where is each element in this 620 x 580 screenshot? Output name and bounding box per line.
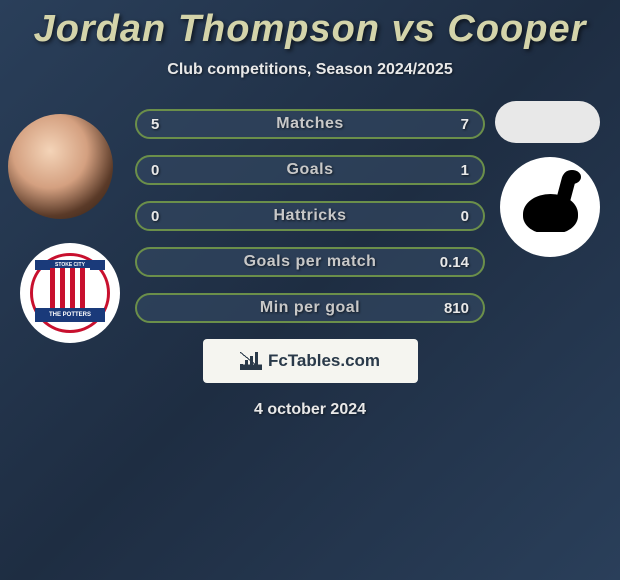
stat-label: Goals [287,161,334,179]
comparison-date: 4 october 2024 [0,401,620,419]
watermark-badge: FcTables.com [203,339,418,383]
comparison-title: Jordan Thompson vs Cooper [0,0,620,51]
stat-left-value: 0 [151,162,159,179]
comparison-subtitle: Club competitions, Season 2024/2025 [0,61,620,79]
stat-right-value: 0 [461,208,469,225]
swan-wave-icon [515,232,585,240]
stat-row-goals-per-match: Goals per match 0.14 [135,247,485,277]
stoke-badge: STOKE CITY THE POTTERS [30,253,110,333]
stat-label: Matches [276,115,344,133]
stat-left-value: 0 [151,208,159,225]
chart-icon [240,352,262,370]
stat-row-min-per-goal: Min per goal 810 [135,293,485,323]
stat-left-value: 5 [151,116,159,133]
stat-right-value: 7 [461,116,469,133]
stoke-bottom-text: THE POTTERS [35,308,105,322]
stat-row-goals: 0 Goals 1 [135,155,485,185]
player-right-photo [495,101,600,143]
stat-right-value: 810 [444,300,469,317]
stats-container: 5 Matches 7 0 Goals 1 0 Hattricks 0 Goal… [135,109,485,323]
comparison-content: STOKE CITY THE POTTERS 5 Matches 7 0 Goa… [0,109,620,419]
stat-label: Hattricks [274,207,347,225]
club-logo-right [500,157,600,257]
stat-right-value: 1 [461,162,469,179]
stat-label: Min per goal [260,299,360,317]
stat-row-hattricks: 0 Hattricks 0 [135,201,485,231]
watermark-text: FcTables.com [268,351,380,371]
player-left-photo [8,114,113,219]
club-logo-left: STOKE CITY THE POTTERS [20,243,120,343]
swan-head-icon [563,170,581,184]
stat-right-value: 0.14 [440,254,469,271]
stat-row-matches: 5 Matches 7 [135,109,485,139]
stat-label: Goals per match [244,253,377,271]
swansea-badge [505,162,595,252]
